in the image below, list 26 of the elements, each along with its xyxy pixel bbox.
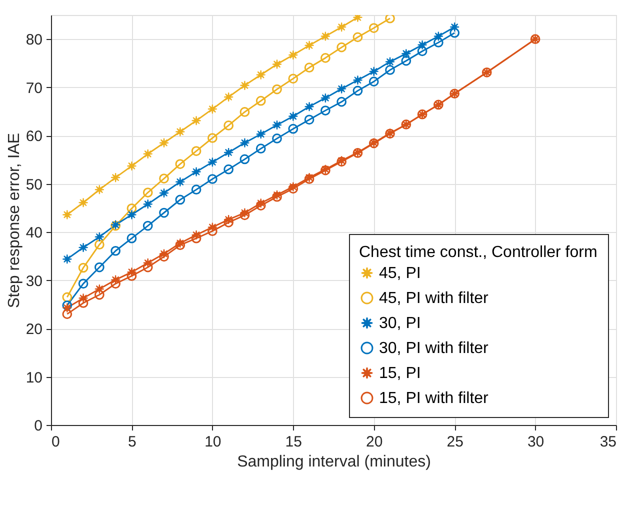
x-tick-label: 30 bbox=[527, 434, 544, 450]
x-tick-label: 15 bbox=[285, 434, 302, 450]
legend-label: 15, PI bbox=[379, 365, 421, 382]
y-tick-label: 80 bbox=[26, 32, 42, 49]
legend-title: Chest time const., Controller form bbox=[359, 244, 598, 261]
legend-label: 30, PI with filter bbox=[379, 340, 490, 357]
x-tick-label: 5 bbox=[128, 434, 136, 450]
y-tick-label: 70 bbox=[26, 80, 42, 97]
y-tick-label: 30 bbox=[26, 272, 42, 290]
legend-label: 30, PI bbox=[379, 315, 421, 332]
legend-label: 45, PI bbox=[379, 265, 421, 282]
y-tick-label: 50 bbox=[26, 176, 42, 194]
y-tick-label: 10 bbox=[26, 369, 42, 386]
x-tick-label: 25 bbox=[446, 434, 464, 450]
y-tick-label: 20 bbox=[26, 321, 42, 338]
legend-label: 45, PI with filter bbox=[379, 290, 490, 307]
x-tick-label: 10 bbox=[204, 434, 222, 450]
legend-label: 15, PI with filter bbox=[379, 390, 490, 407]
x-tick-label: 20 bbox=[366, 434, 383, 450]
x-tick-label: 35 bbox=[600, 434, 616, 450]
x-axis-title: Sampling interval (minutes) bbox=[237, 454, 431, 470]
y-tick-label: 0 bbox=[34, 418, 42, 434]
y-tick-label: 40 bbox=[26, 224, 42, 242]
y-tick-label: 60 bbox=[26, 128, 42, 146]
y-axis-title: Step response error, IAE bbox=[6, 132, 23, 308]
x-tick-label: 0 bbox=[52, 434, 60, 450]
